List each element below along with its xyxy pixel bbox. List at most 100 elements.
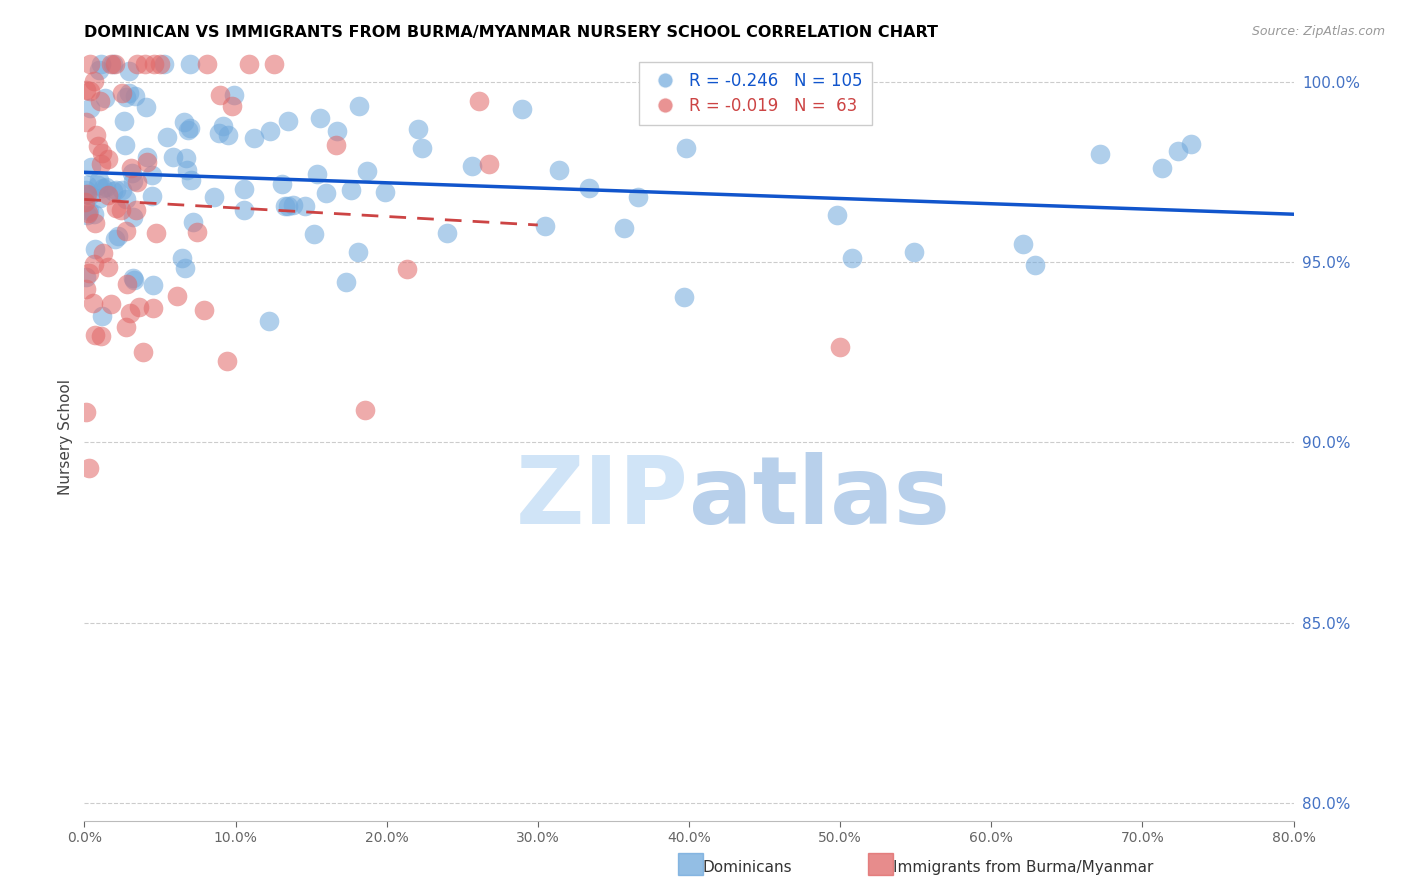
Point xyxy=(115,319,138,334)
Point xyxy=(90,157,112,171)
Point xyxy=(176,162,198,177)
Point xyxy=(135,99,157,113)
Point xyxy=(335,275,357,289)
Point xyxy=(1090,147,1112,161)
Point xyxy=(673,290,696,304)
Point xyxy=(75,187,97,202)
Point xyxy=(122,210,145,224)
Point xyxy=(209,88,232,103)
Point xyxy=(77,203,100,218)
Point xyxy=(115,277,138,292)
Point xyxy=(830,340,852,354)
Point xyxy=(395,261,418,276)
Point xyxy=(101,57,124,71)
Point xyxy=(179,57,201,71)
Point xyxy=(105,183,128,197)
Point xyxy=(1024,258,1046,272)
Point xyxy=(353,403,375,417)
Point xyxy=(141,189,163,203)
Point xyxy=(1150,161,1173,175)
Point xyxy=(374,186,396,200)
Point xyxy=(277,199,299,213)
Point xyxy=(75,282,97,296)
Point xyxy=(166,289,188,303)
Point xyxy=(136,150,159,164)
Point xyxy=(1309,239,1331,253)
Point xyxy=(90,57,112,71)
Point xyxy=(141,301,163,316)
Point xyxy=(309,112,332,126)
Point xyxy=(257,314,280,328)
Point xyxy=(83,328,105,343)
Point xyxy=(186,225,208,239)
Point xyxy=(75,405,97,419)
Point xyxy=(79,57,101,71)
Text: Dominicans: Dominicans xyxy=(703,860,793,874)
Point xyxy=(307,167,329,181)
Point xyxy=(627,189,650,203)
Point xyxy=(136,155,159,169)
Point xyxy=(347,245,370,260)
Point xyxy=(121,166,143,180)
Point xyxy=(76,178,98,192)
Y-axis label: Nursery School: Nursery School xyxy=(58,379,73,495)
Point xyxy=(510,103,533,117)
Point xyxy=(547,163,569,178)
Point xyxy=(534,219,557,233)
Legend: R = -0.246   N = 105, R = -0.019   N =  63: R = -0.246 N = 105, R = -0.019 N = 63 xyxy=(638,62,872,125)
Point xyxy=(82,296,104,310)
Point xyxy=(217,128,239,143)
Point xyxy=(211,119,233,133)
Point xyxy=(1180,137,1202,152)
Point xyxy=(903,244,925,259)
Point xyxy=(156,129,179,144)
Point xyxy=(174,261,197,276)
Point xyxy=(114,137,136,152)
Point xyxy=(233,182,256,196)
Point xyxy=(325,123,347,137)
Point xyxy=(825,208,848,222)
Point xyxy=(118,87,141,101)
Point xyxy=(468,95,491,109)
Point xyxy=(111,183,134,197)
Point xyxy=(87,178,110,192)
Point xyxy=(90,329,112,343)
Point xyxy=(613,220,636,235)
Point xyxy=(222,87,245,102)
Point xyxy=(162,150,184,164)
Point xyxy=(79,101,101,115)
Point xyxy=(406,121,429,136)
Point xyxy=(180,173,202,187)
Point xyxy=(174,151,197,165)
Point xyxy=(84,216,107,230)
Point xyxy=(91,181,114,195)
Point xyxy=(259,124,281,138)
Point xyxy=(84,128,107,143)
Point xyxy=(79,188,101,202)
Point xyxy=(101,185,124,199)
Point xyxy=(118,63,141,78)
Point xyxy=(91,310,114,324)
Point xyxy=(91,146,114,161)
Point xyxy=(347,99,370,113)
Point xyxy=(79,84,101,98)
Point xyxy=(215,354,238,368)
Point xyxy=(115,89,138,103)
Point xyxy=(411,141,433,155)
Point xyxy=(94,179,117,194)
Point xyxy=(76,208,98,222)
Point xyxy=(263,57,285,71)
Point xyxy=(79,161,101,175)
Point xyxy=(115,224,138,238)
Point xyxy=(83,74,105,88)
Point xyxy=(87,139,110,153)
Point xyxy=(79,460,101,475)
Point xyxy=(75,194,97,209)
Point xyxy=(75,183,97,197)
Point xyxy=(436,226,458,240)
Point xyxy=(1167,144,1189,158)
Text: atlas: atlas xyxy=(689,452,950,544)
Point xyxy=(125,202,148,217)
Point xyxy=(100,57,122,71)
Point xyxy=(195,57,218,71)
